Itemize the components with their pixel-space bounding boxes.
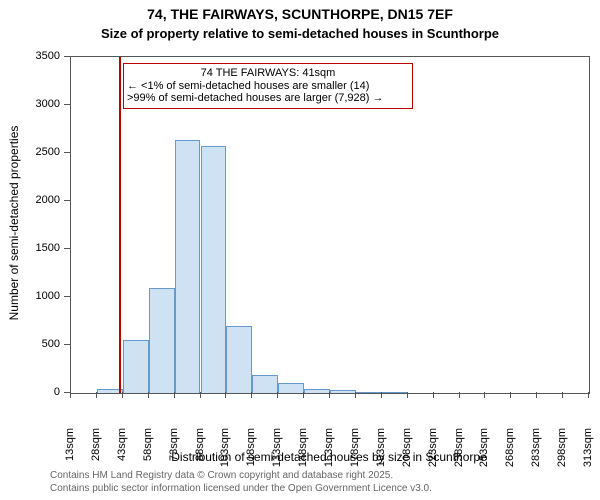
x-tick — [277, 392, 278, 398]
y-tick-label: 0 — [0, 386, 60, 398]
x-tick — [433, 392, 434, 398]
x-tick-label: 238sqm — [453, 428, 465, 478]
x-tick — [329, 392, 330, 398]
x-tick — [303, 392, 304, 398]
y-tick — [64, 104, 70, 105]
x-tick-label: 103sqm — [219, 428, 231, 478]
x-tick-label: 313sqm — [582, 428, 594, 478]
y-tick-label: 500 — [0, 338, 60, 350]
x-tick-label: 193sqm — [375, 428, 387, 478]
chart-title-line1: 74, THE FAIRWAYS, SCUNTHORPE, DN15 7EF — [0, 6, 600, 22]
y-tick-label: 3000 — [0, 98, 60, 110]
x-tick — [96, 392, 97, 398]
x-tick — [562, 392, 563, 398]
x-tick-label: 28sqm — [90, 428, 102, 478]
y-tick-label: 3500 — [0, 50, 60, 62]
y-tick-label: 2000 — [0, 194, 60, 206]
y-tick — [64, 152, 70, 153]
plot-area: 74 THE FAIRWAYS: 41sqm← <1% of semi-deta… — [70, 56, 590, 394]
y-tick-label: 1500 — [0, 242, 60, 254]
annotation-line: ← <1% of semi-detached houses are smalle… — [127, 80, 409, 93]
footer-line2: Contains public sector information licen… — [50, 483, 432, 494]
x-tick — [225, 392, 226, 398]
x-tick — [510, 392, 511, 398]
histogram-bar — [201, 146, 227, 393]
x-tick-label: 88sqm — [194, 428, 206, 478]
x-tick — [355, 392, 356, 398]
x-tick-label: 73sqm — [168, 428, 180, 478]
y-tick — [64, 56, 70, 57]
x-tick-label: 148sqm — [297, 428, 309, 478]
x-tick — [536, 392, 537, 398]
histogram-bar — [330, 390, 356, 393]
histogram-bar — [149, 288, 175, 393]
x-tick — [148, 392, 149, 398]
x-tick-label: 133sqm — [271, 428, 283, 478]
annotation-line: 74 THE FAIRWAYS: 41sqm — [127, 67, 409, 80]
x-tick — [200, 392, 201, 398]
x-tick — [407, 392, 408, 398]
histogram-bar — [252, 375, 278, 393]
property-marker-line — [119, 57, 121, 393]
histogram-bar — [123, 340, 149, 393]
histogram-bar — [175, 140, 201, 393]
histogram-bar — [382, 392, 408, 393]
y-tick — [64, 296, 70, 297]
histogram-bar — [278, 383, 304, 393]
x-tick-label: 283sqm — [530, 428, 542, 478]
annotation-box: 74 THE FAIRWAYS: 41sqm← <1% of semi-deta… — [123, 63, 413, 109]
x-tick-label: 43sqm — [116, 428, 128, 478]
x-tick-label: 118sqm — [245, 428, 257, 478]
x-tick-label: 13sqm — [64, 428, 76, 478]
histogram-bar — [226, 326, 252, 393]
x-tick — [174, 392, 175, 398]
x-tick-label: 223sqm — [427, 428, 439, 478]
x-tick-label: 268sqm — [504, 428, 516, 478]
x-tick — [459, 392, 460, 398]
x-tick — [381, 392, 382, 398]
chart-container: { "title": { "line1": "74, THE FAIRWAYS,… — [0, 0, 600, 500]
histogram-bar — [304, 389, 330, 393]
y-tick-label: 2500 — [0, 146, 60, 158]
histogram-bar — [356, 392, 382, 393]
x-tick — [70, 392, 71, 398]
x-tick-label: 58sqm — [142, 428, 154, 478]
x-tick — [588, 392, 589, 398]
x-tick-label: 208sqm — [401, 428, 413, 478]
chart-title-line2: Size of property relative to semi-detach… — [0, 26, 600, 41]
x-tick — [251, 392, 252, 398]
annotation-line: >99% of semi-detached houses are larger … — [127, 92, 409, 105]
x-tick-label: 298sqm — [556, 428, 568, 478]
y-tick — [64, 200, 70, 201]
y-tick — [64, 248, 70, 249]
x-tick-label: 163sqm — [323, 428, 335, 478]
x-tick-label: 253sqm — [478, 428, 490, 478]
x-tick — [484, 392, 485, 398]
x-tick-label: 178sqm — [349, 428, 361, 478]
x-tick — [122, 392, 123, 398]
y-tick-label: 1000 — [0, 290, 60, 302]
y-tick — [64, 344, 70, 345]
